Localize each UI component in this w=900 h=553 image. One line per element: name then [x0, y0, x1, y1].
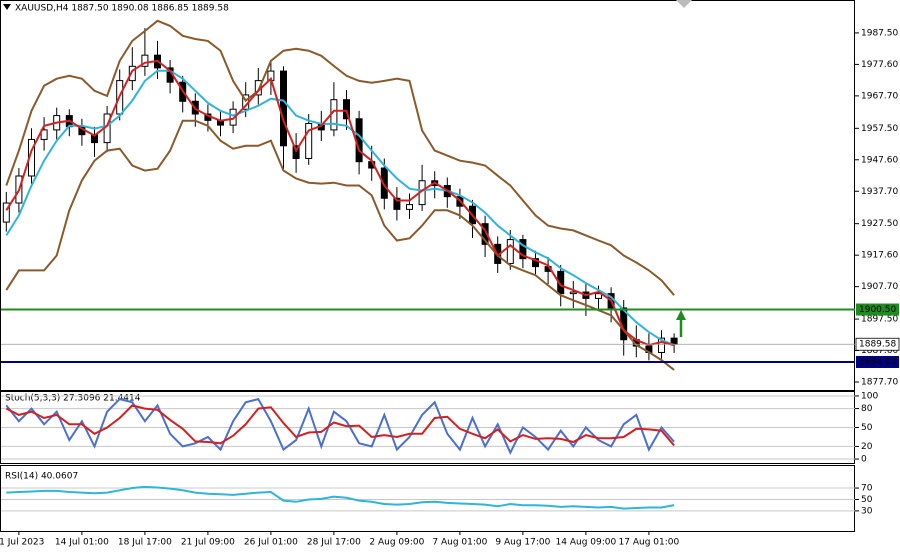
candle-body — [658, 337, 665, 353]
stoch-title: Stoch(5,3,3) 27.3096 21.4414 — [5, 394, 141, 404]
chart-title: XAUUSD,H4 1887.50 1890.08 1886.85 1889.5… — [15, 4, 229, 14]
y-tick-label: 20 — [861, 442, 873, 452]
y-tick-label: 1967.70 — [861, 91, 898, 101]
candle-body — [406, 204, 413, 210]
x-tick-label: 21 Jul 09:00 — [181, 538, 235, 548]
indicator-line — [5, 59, 675, 347]
candle-body — [2, 202, 10, 223]
x-tick-label: 11 Jul 2023 — [0, 538, 44, 548]
candle-body — [355, 118, 363, 163]
candle-body — [393, 197, 401, 210]
x-tick-label: 26 Jul 01:00 — [244, 538, 298, 548]
y-tick-label: 1897.50 — [861, 315, 898, 325]
y-tick-label: 70 — [861, 484, 873, 494]
candle-body — [569, 291, 577, 295]
x-tick-label: 17 Aug 01:00 — [619, 538, 680, 548]
y-tick-label: 1987.50 — [861, 28, 898, 38]
candle-body — [481, 223, 489, 245]
y-tick-label: 1947.60 — [861, 155, 898, 165]
y-tick-label: 1917.60 — [861, 251, 898, 261]
menu-icon[interactable] — [3, 4, 11, 10]
indicator-line — [5, 404, 675, 447]
x-tick-label: 14 Jul 01:00 — [55, 538, 109, 548]
x-tick-label: 14 Aug 09:00 — [556, 538, 617, 548]
candle-body — [519, 239, 527, 260]
rsi-panel — [0, 465, 855, 532]
last-price-label: 1889.58 — [859, 340, 896, 350]
last-price-box — [855, 337, 900, 351]
rsi-title: RSI(14) 40.0607 — [5, 472, 78, 482]
candle-body — [40, 129, 48, 140]
y-tick-label: 50 — [861, 423, 873, 433]
y-tick-label: 80 — [861, 404, 873, 414]
candle-body — [343, 99, 350, 120]
y-tick-label: 100 — [861, 391, 878, 401]
y-tick-label: 1927.50 — [861, 219, 898, 229]
level-label: 1884.00 — [859, 357, 896, 367]
candle-body — [305, 123, 313, 160]
candle-body — [141, 54, 149, 67]
y-tick-label: 1957.50 — [861, 124, 898, 134]
x-tick-label: 2 Aug 09:00 — [369, 538, 424, 548]
candle-body — [506, 239, 514, 264]
candle-body — [557, 270, 565, 295]
shift-marker — [676, 0, 692, 8]
x-tick-label: 28 Jul 17:00 — [307, 538, 361, 548]
candle-body — [532, 258, 539, 268]
signal-arrow-head — [676, 310, 686, 320]
indicator-line — [5, 119, 675, 371]
candle-body — [229, 108, 237, 126]
indicator-line — [5, 397, 675, 456]
y-tick-label: 30 — [861, 506, 873, 516]
x-tick-label: 18 Jul 17:00 — [118, 538, 172, 548]
indicator-line — [6, 485, 675, 510]
y-tick-label: 50 — [861, 495, 873, 505]
level-label-box — [856, 355, 899, 368]
y-tick-label: 1977.60 — [861, 60, 898, 70]
indicator-line — [5, 19, 675, 296]
candle-body — [128, 65, 136, 82]
y-tick-label: 1887.60 — [861, 346, 898, 356]
y-tick-label: 0 — [861, 455, 867, 465]
y-tick-label: 1937.70 — [861, 187, 898, 197]
price-panel — [0, 0, 855, 391]
plot-layer — [1, 19, 855, 512]
level-label-box — [856, 303, 899, 316]
indicator-line — [5, 69, 675, 347]
candle-body — [380, 167, 388, 199]
level-label: 1900.50 — [859, 305, 896, 315]
y-tick-label: 1877.70 — [861, 378, 898, 388]
x-tick-label: 9 Aug 17:00 — [495, 538, 550, 548]
y-tick-label: 1907.70 — [861, 282, 898, 292]
x-tick-label: 7 Aug 01:00 — [432, 538, 487, 548]
candle-body — [595, 293, 602, 299]
candle-body — [280, 70, 287, 147]
